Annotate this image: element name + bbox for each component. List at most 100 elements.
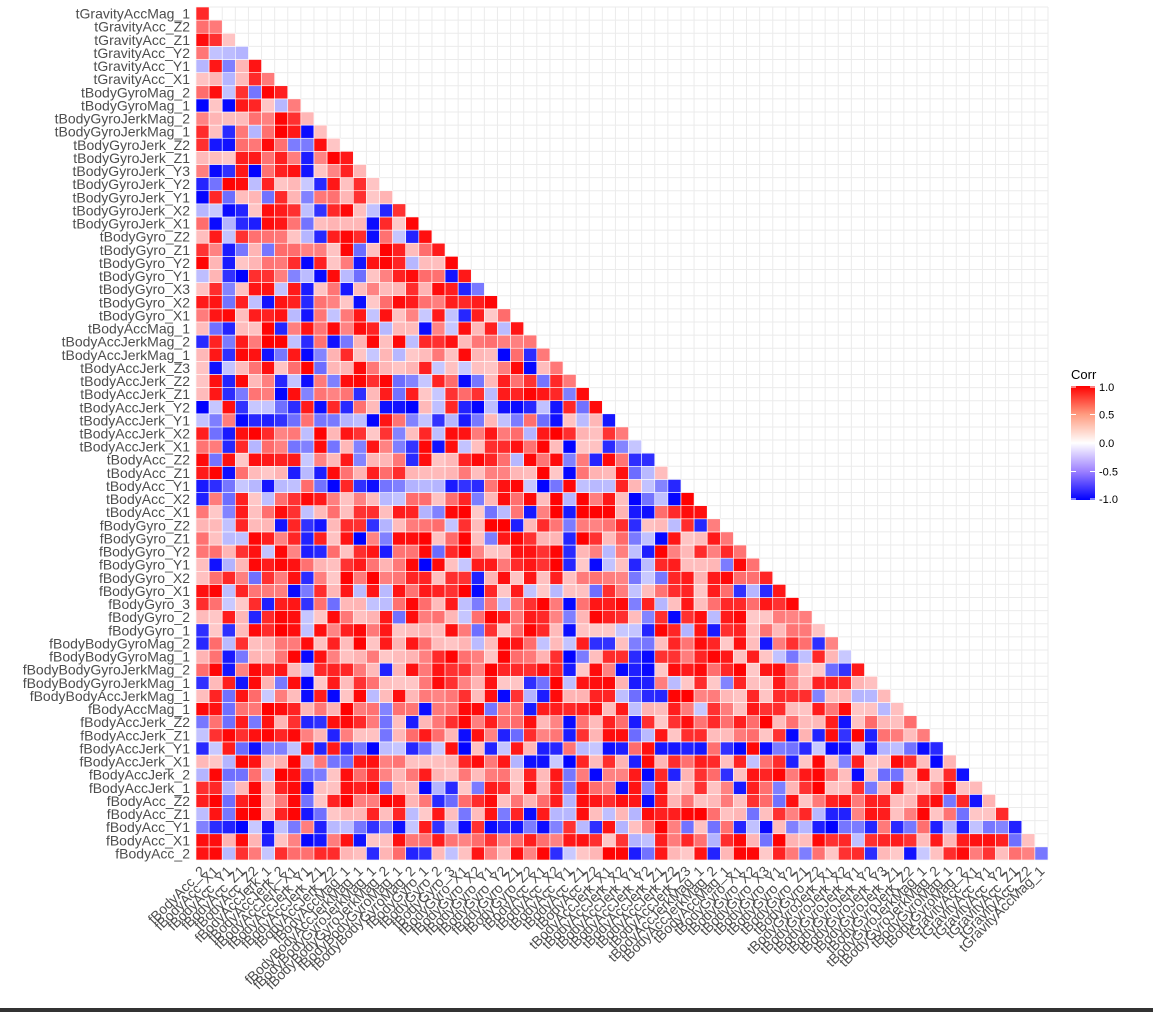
heatmap-cell (405, 584, 420, 598)
heatmap-cell (326, 649, 341, 664)
heatmap-cell (615, 636, 629, 651)
heatmap-cell (405, 387, 420, 401)
heatmap-cell (248, 636, 262, 651)
y-tick-label: tBodyAccJerkMag_1 (62, 347, 191, 363)
heatmap-cell (431, 387, 446, 401)
heatmap-cell (523, 557, 538, 572)
heatmap-cell (326, 820, 341, 835)
y-tick-label: tBodyGyro_X2 (99, 294, 190, 310)
heatmap-cell (497, 531, 511, 546)
heatmap-cell (366, 190, 380, 205)
heatmap-cell (693, 754, 708, 769)
heatmap-cell (221, 203, 236, 218)
heatmap-cell (929, 741, 944, 756)
heatmap-cell (379, 256, 393, 270)
y-tick-label: fBodyAccJerk_Z1 (80, 727, 190, 743)
heatmap-cell (444, 675, 459, 690)
heatmap-cell (405, 256, 420, 270)
heatmap-cell (261, 295, 275, 310)
heatmap-cell (444, 702, 459, 716)
heatmap-cell (562, 597, 577, 611)
heatmap-cell (366, 689, 380, 703)
heatmap-cell (667, 557, 682, 572)
heatmap-cell (654, 466, 669, 480)
heatmap-cell (379, 334, 393, 349)
heatmap-cell (785, 715, 800, 730)
heatmap-cell (392, 649, 407, 664)
heatmap-cell (248, 111, 262, 126)
heatmap-cell (352, 242, 367, 257)
heatmap-cell (798, 728, 813, 743)
heatmap-cell (641, 505, 656, 520)
heatmap-cell (274, 334, 289, 349)
heatmap-cell (733, 754, 747, 769)
heatmap-cell (195, 295, 210, 310)
heatmap-cell (235, 767, 249, 782)
heatmap-cell (221, 387, 236, 401)
heatmap-cell (615, 833, 629, 848)
heatmap-cell (759, 833, 774, 848)
heatmap-cell (615, 452, 629, 467)
heatmap-cell (549, 702, 564, 716)
heatmap-cell (418, 623, 433, 638)
heatmap-cell (352, 203, 367, 218)
legend-tick-label: 0.0 (1099, 438, 1114, 450)
y-tick-label: tBodyGyroMag_2 (81, 84, 190, 100)
heatmap-cell (877, 715, 892, 730)
heatmap-cell (575, 754, 590, 769)
heatmap-cell (352, 282, 367, 297)
heatmap-cell (287, 242, 302, 257)
heatmap-cell (759, 584, 774, 598)
heatmap-cell (274, 387, 289, 401)
heatmap-cell (654, 675, 669, 690)
heatmap-cell (798, 794, 813, 808)
heatmap-cell (300, 780, 315, 795)
heatmap-cell (339, 807, 354, 821)
heatmap-cell (549, 544, 564, 559)
heatmap-cell (877, 833, 892, 848)
heatmap-cell (208, 728, 223, 743)
heatmap-cell (300, 466, 315, 480)
heatmap-cell (221, 531, 236, 546)
heatmap-cell (824, 728, 839, 743)
heatmap-cell (418, 689, 433, 703)
heatmap-cell (248, 426, 262, 441)
heatmap-cell (261, 807, 275, 821)
heatmap-cell (248, 557, 262, 572)
heatmap-cell (221, 649, 236, 664)
heatmap-cell (497, 557, 511, 572)
heatmap-cell (549, 662, 564, 677)
heatmap-cell (746, 741, 760, 756)
heatmap-cell (837, 728, 852, 743)
heatmap-cell (680, 636, 695, 651)
heatmap-cell (287, 479, 302, 493)
heatmap-cell (221, 846, 236, 861)
heatmap-cell (510, 623, 524, 638)
heatmap-cell (195, 203, 210, 218)
y-tick-label: tBodyGyro_Y1 (99, 268, 190, 284)
heatmap-cell (326, 229, 341, 244)
heatmap-cell (628, 610, 642, 625)
heatmap-cell (457, 492, 472, 506)
heatmap-cell (405, 321, 420, 336)
heatmap-cell (628, 557, 642, 572)
heatmap-cell (746, 662, 760, 677)
heatmap-cell (575, 584, 590, 598)
heatmap-cell (837, 741, 852, 756)
heatmap-cell (864, 807, 878, 821)
heatmap-cell (641, 570, 656, 585)
heatmap-cell (379, 505, 393, 520)
heatmap-cell (352, 413, 367, 428)
heatmap-cell (313, 216, 328, 231)
heatmap-cell (536, 780, 551, 795)
heatmap-cell (510, 439, 524, 454)
y-tick-label: fBodyAcc_2 (115, 845, 190, 861)
heatmap-cell (864, 767, 878, 782)
y-tick-label: fBodyAccJerk_Y1 (80, 740, 191, 756)
heatmap-cell (274, 282, 289, 297)
heatmap-cell (444, 597, 459, 611)
heatmap-cell (457, 807, 472, 821)
heatmap-cell (313, 387, 328, 401)
y-tick-label: tBodyAccJerk_Y1 (80, 412, 191, 428)
heatmap-cell (313, 347, 328, 362)
